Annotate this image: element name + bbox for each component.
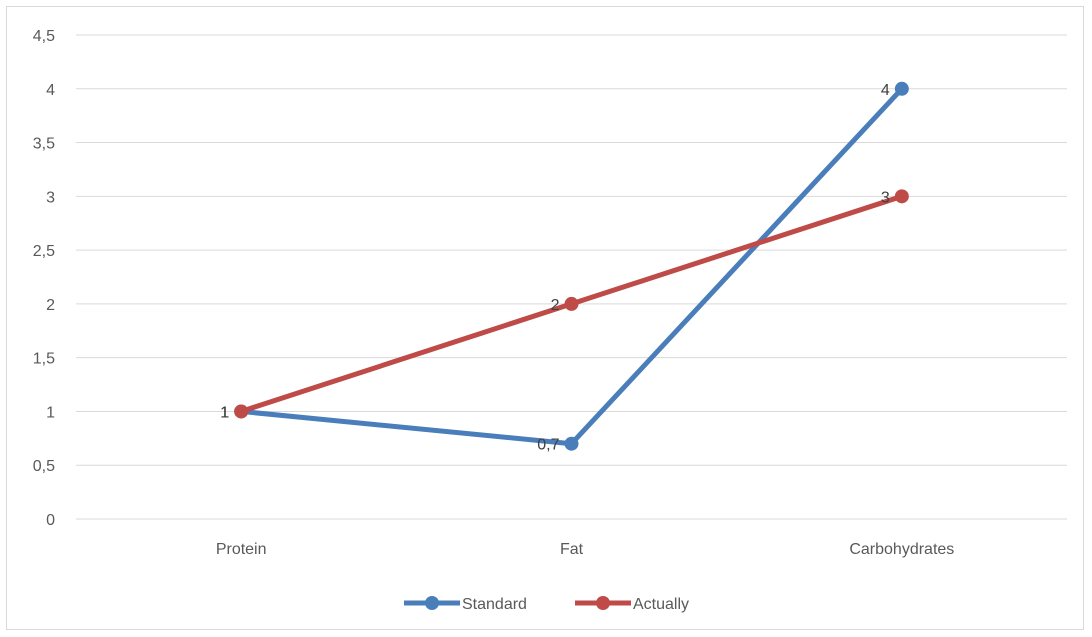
legend-marker-standard (425, 596, 439, 610)
data-point-actually (894, 189, 909, 204)
y-tick-label: 1 (46, 404, 55, 421)
y-tick-label: 0,5 (33, 458, 55, 475)
data-label: 4 (881, 82, 890, 99)
series-line-standard (238, 86, 905, 447)
y-tick-label: 4 (46, 82, 55, 99)
x-tick-label: Fat (560, 541, 584, 558)
y-axis-ticks: 0 0,5 1 1,5 2 2,5 3 3,5 4 4,5 (33, 28, 55, 529)
data-point-standard (564, 436, 579, 451)
data-label: 3 (881, 189, 890, 206)
legend-marker-actually (596, 596, 610, 610)
y-tick-label: 1,5 (33, 351, 55, 368)
y-tick-label: 4,5 (33, 28, 55, 45)
y-tick-label: 2 (46, 297, 55, 314)
series-group (234, 81, 909, 451)
x-axis-ticks: Protein Fat Carbohydrates (216, 541, 954, 558)
data-label: 0,7 (537, 437, 559, 454)
x-tick-label: Protein (216, 541, 267, 558)
chart-frame (6, 6, 1084, 630)
y-tick-label: 3,5 (33, 136, 55, 153)
legend-label: Standard (462, 596, 527, 613)
data-point-actually (564, 296, 579, 311)
data-point-standard (894, 81, 909, 96)
x-tick-label: Carbohydrates (849, 541, 954, 558)
data-point-actually (234, 404, 249, 419)
legend: Standard Actually (404, 596, 689, 613)
y-tick-label: 0 (46, 512, 55, 529)
y-tick-label: 3 (46, 189, 55, 206)
data-label: 1 (220, 404, 229, 421)
y-tick-label: 2,5 (33, 243, 55, 260)
data-label: 1 (220, 404, 229, 421)
legend-label: Actually (633, 596, 689, 613)
data-label: 2 (551, 297, 560, 314)
